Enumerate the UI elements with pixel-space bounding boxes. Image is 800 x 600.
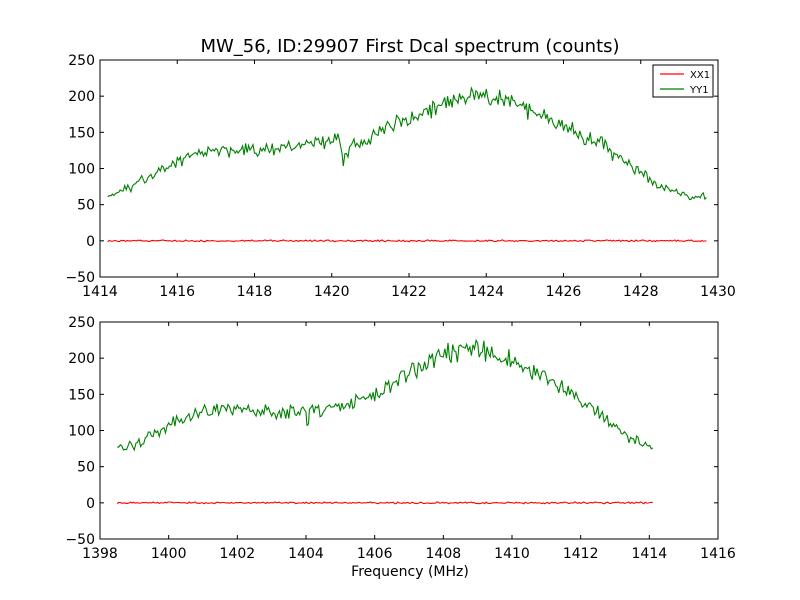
series-line-xx1 [107, 239, 707, 243]
legend-frame [652, 64, 714, 98]
y-tick-label: 150 [68, 387, 95, 403]
x-tick-label: 1400 [151, 546, 187, 562]
legend-label-xx1: XX1 [690, 70, 710, 81]
x-tick-label: 1406 [357, 546, 393, 562]
x-tick-label: 1422 [391, 284, 427, 300]
x-tick-label: 1426 [546, 284, 582, 300]
x-tick-label: 1410 [494, 546, 530, 562]
chart-title: MW_56, ID:29907 First Dcal spectrum (cou… [200, 36, 619, 57]
x-tick-label: 1420 [314, 284, 350, 300]
x-tick-label: 1414 [632, 546, 668, 562]
x-tick-label: 1414 [82, 284, 118, 300]
plot-area [100, 322, 718, 539]
y-tick-label: 250 [68, 315, 95, 331]
y-tick-label: 0 [86, 496, 95, 512]
legend: XX1 YY1 [652, 64, 714, 98]
series-line-yy1 [107, 86, 707, 201]
x-tick-label: 1416 [700, 546, 736, 562]
y-tick-label: 100 [68, 162, 95, 178]
x-tick-label: 1416 [159, 284, 195, 300]
x-tick-label: 1402 [220, 546, 256, 562]
y-tick-label: 200 [68, 351, 95, 367]
y-tick-label: 250 [68, 53, 95, 69]
legend-label-yy1: YY1 [689, 85, 709, 96]
y-tick-label: 200 [68, 89, 95, 105]
x-tick-label: 1428 [623, 284, 659, 300]
y-tick-label: 0 [86, 234, 95, 250]
plot-area [100, 60, 718, 277]
y-tick-label: 150 [68, 125, 95, 141]
x-axis-label: Frequency (MHz) [351, 564, 469, 580]
x-tick-label: 1412 [563, 546, 599, 562]
series-line-green [117, 338, 654, 452]
x-tick-label: 1408 [426, 546, 462, 562]
y-tick-label: −50 [65, 532, 95, 548]
series-line-red [116, 501, 654, 505]
x-tick-label: 1404 [288, 546, 324, 562]
plot-panel-2: 1398 1400 1402 1404 1406 1408 1410 1412 1414 1416… [65, 315, 735, 562]
y-tick-label: 50 [77, 460, 95, 476]
x-tick-label: 1430 [700, 284, 736, 300]
plot-panel-1: 1414 1416 1418 1420 1422 1424 1426 1428 1430 −50 0… [65, 53, 735, 300]
y-tick-label: 50 [77, 198, 95, 214]
x-tick-label: 1398 [82, 546, 118, 562]
y-tick-label: 100 [68, 424, 95, 440]
x-tick-label: 1424 [468, 284, 504, 300]
y-tick-label: −50 [65, 270, 95, 286]
x-tick-label: 1418 [237, 284, 273, 300]
